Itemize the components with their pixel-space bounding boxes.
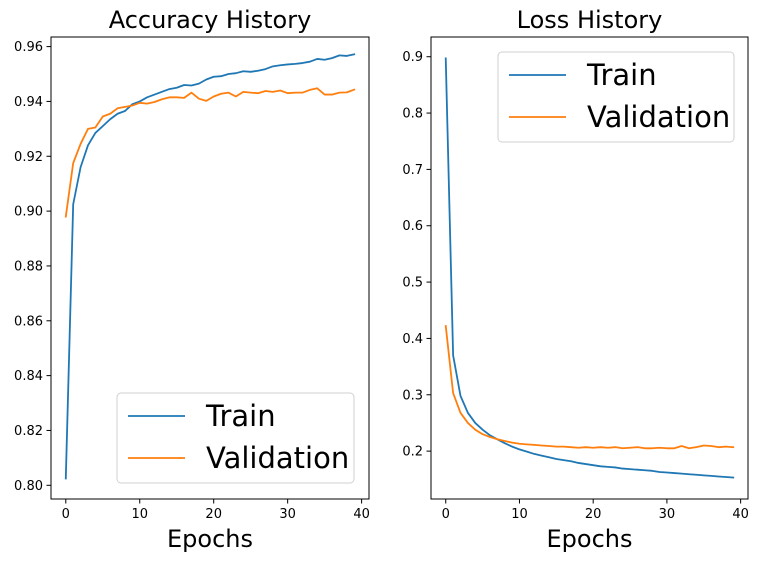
x-tick-label: 40 xyxy=(353,507,370,522)
y-tick-label: 0.5 xyxy=(402,276,423,291)
y-tick-label: 0.94 xyxy=(14,95,43,110)
chart-title: Accuracy History xyxy=(109,6,312,34)
y-tick-label: 0.6 xyxy=(402,219,423,234)
y-tick-label: 0.96 xyxy=(14,40,43,55)
x-axis-label: Epochs xyxy=(167,525,253,553)
y-tick-label: 0.92 xyxy=(14,150,43,165)
x-tick-label: 0 xyxy=(62,507,70,522)
series-line-train xyxy=(64,53,356,480)
legend: Train Validation xyxy=(116,392,355,484)
y-tick-label: 0.80 xyxy=(14,479,43,494)
series-line-validation xyxy=(64,87,356,218)
legend-label-train: Train xyxy=(205,399,276,433)
y-tick-label: 0.9 xyxy=(402,50,423,65)
series-line-validation xyxy=(444,325,735,450)
y-tick-label: 0.3 xyxy=(402,388,423,403)
y-tick-label: 0.2 xyxy=(402,445,423,460)
chart-panel-2: Loss History 0 10 20 30 40 0.2 0.3 0.4 0.5 0.6 0.7 0… xyxy=(402,6,749,553)
x-tick-label: 40 xyxy=(732,507,749,522)
legend-label-validation: Validation xyxy=(206,441,349,475)
y-tick-label: 0.8 xyxy=(402,107,423,122)
x-tick-label: 10 xyxy=(131,507,148,522)
x-tick-label: 20 xyxy=(585,507,602,522)
y-tick-label: 0.88 xyxy=(14,259,43,274)
legend-label-train: Train xyxy=(586,58,657,92)
x-tick-label: 10 xyxy=(511,507,528,522)
plot-area-frame xyxy=(430,36,749,500)
chart-panel-1: Accuracy History 0 10 20 30 40 0.80 0.82 0.84 0.8… xyxy=(14,6,370,553)
y-tick-label: 0.90 xyxy=(14,205,43,220)
x-axis-label: Epochs xyxy=(547,525,633,553)
legend: Train Validation xyxy=(497,51,735,143)
legend-label-validation: Validation xyxy=(587,100,730,134)
x-tick-label: 20 xyxy=(205,507,222,522)
y-tick-label: 0.7 xyxy=(402,163,423,178)
y-tick-label: 0.86 xyxy=(14,314,43,329)
x-tick-label: 30 xyxy=(279,507,296,522)
x-tick-label: 30 xyxy=(659,507,676,522)
y-tick-label: 0.84 xyxy=(14,369,43,384)
y-tick-label: 0.82 xyxy=(14,424,43,439)
chart-title: Loss History xyxy=(517,6,663,34)
plot-area-frame xyxy=(50,36,370,500)
x-tick-label: 0 xyxy=(442,507,450,522)
y-tick-label: 0.4 xyxy=(402,332,423,347)
